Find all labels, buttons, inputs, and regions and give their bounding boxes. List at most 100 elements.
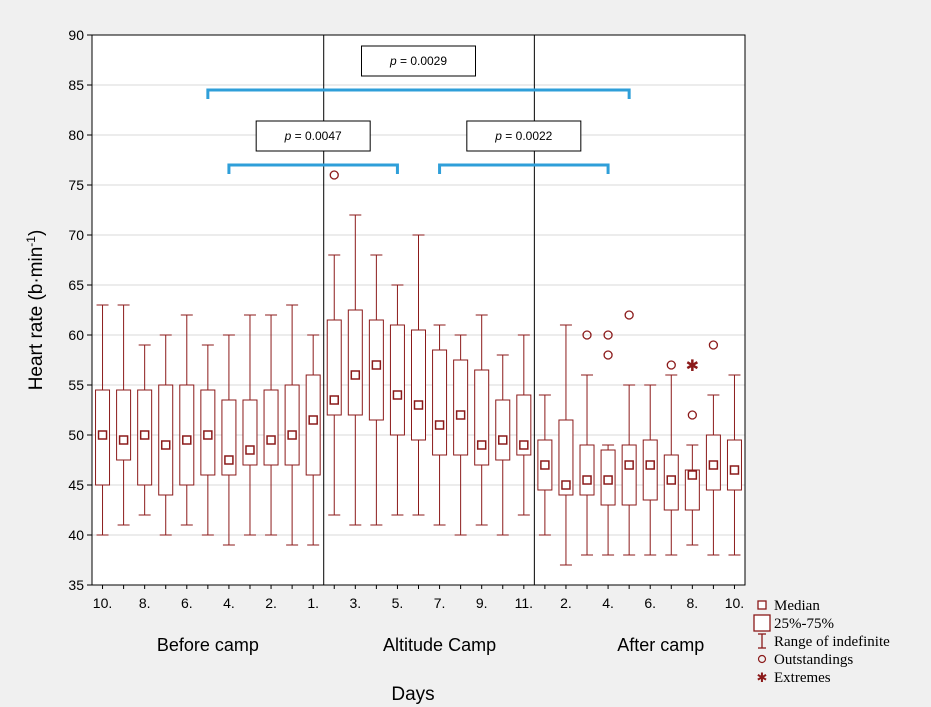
x-tick-label: 10. xyxy=(725,595,744,611)
legend-extreme-icon: ✱ xyxy=(757,671,768,686)
outlier-point xyxy=(666,360,676,370)
median-marker xyxy=(160,440,171,450)
box-23 xyxy=(558,324,574,566)
box-24 xyxy=(579,330,595,556)
iqr-box xyxy=(684,469,700,511)
box-31 xyxy=(726,374,742,556)
p-value-label: p = 0.0022 xyxy=(494,129,552,143)
median-marker xyxy=(645,460,655,470)
y-tick-label: 65 xyxy=(68,277,84,293)
iqr-box xyxy=(432,349,448,456)
x-tick-label: 3. xyxy=(349,595,361,611)
group-label: Before camp xyxy=(157,635,259,655)
box-29: ✱ xyxy=(684,356,700,546)
iqr-box xyxy=(642,439,658,501)
x-tick-label: 2. xyxy=(560,595,572,611)
median-marker xyxy=(729,465,740,475)
outlier-point xyxy=(603,330,613,340)
outlier-point xyxy=(624,310,634,320)
box-10 xyxy=(284,304,300,546)
legend-label: Extremes xyxy=(774,670,831,686)
box-11 xyxy=(305,334,321,546)
significance-brackets: p = 0.0029 p = 0.0047 p = 0.0022 xyxy=(206,45,631,174)
median-marker xyxy=(287,430,297,440)
x-tick-label: 11. xyxy=(515,595,533,611)
median-marker xyxy=(540,460,550,470)
median-marker xyxy=(476,440,487,450)
box-13 xyxy=(347,214,363,526)
y-tick-label: 55 xyxy=(68,377,84,393)
iqr-box xyxy=(242,399,258,466)
legend-item: ✱ Extremes xyxy=(757,670,831,686)
outlier-point xyxy=(603,350,613,360)
p-value-box xyxy=(361,45,476,77)
iqr-box xyxy=(558,419,574,496)
p-value-label: p = 0.0029 xyxy=(389,54,447,68)
iqr-box xyxy=(621,444,637,506)
box-6 xyxy=(200,344,216,536)
iqr-box xyxy=(516,394,532,456)
p-value-box xyxy=(255,120,371,152)
legend-item: 25%-75% xyxy=(753,614,834,632)
box-7 xyxy=(221,334,237,546)
y-tick-label: 85 xyxy=(68,77,84,93)
legend-median-icon xyxy=(757,600,767,610)
legend-outlier-icon xyxy=(757,654,767,664)
y-tick-label: 45 xyxy=(68,477,84,493)
box-30 xyxy=(705,340,721,556)
group-label: After camp xyxy=(617,635,704,655)
median-marker xyxy=(687,470,698,480)
box-27 xyxy=(642,384,658,556)
median-marker xyxy=(624,460,634,470)
iqr-box xyxy=(179,384,195,486)
median-marker xyxy=(182,435,192,445)
iqr-box xyxy=(284,384,300,466)
x-group-labels: Before camp Altitude Camp After camp xyxy=(157,635,704,655)
box-8 xyxy=(242,314,258,536)
median-marker xyxy=(139,430,150,440)
bracket-line xyxy=(206,88,631,99)
median-marker xyxy=(708,460,719,470)
median-marker xyxy=(350,370,361,380)
median-marker xyxy=(434,420,445,430)
median-marker xyxy=(413,400,424,410)
extreme-point: ✱ xyxy=(686,356,699,375)
median-marker xyxy=(371,360,382,370)
y-axis-title: Heart rate (b·min-1) xyxy=(24,230,47,391)
box-28 xyxy=(663,360,679,556)
x-tick-label: 8. xyxy=(686,595,698,611)
median-marker xyxy=(603,475,613,485)
y-tick-label: 75 xyxy=(68,177,84,193)
legend-item: Median xyxy=(757,598,820,614)
box-25 xyxy=(600,330,616,556)
iqr-box xyxy=(347,309,363,416)
significance-bracket: p = 0.0022 xyxy=(438,120,610,174)
iqr-box xyxy=(495,399,511,461)
group-label: Altitude Camp xyxy=(383,635,496,655)
iqr-box xyxy=(368,319,384,421)
box-21 xyxy=(516,334,532,516)
box-18 xyxy=(453,334,469,536)
box-1 xyxy=(95,304,111,536)
iqr-box xyxy=(453,359,469,456)
box-12 xyxy=(326,170,342,516)
outlier-point xyxy=(582,330,592,340)
box-19 xyxy=(474,314,490,526)
legend-label: Median xyxy=(774,598,820,614)
median-marker xyxy=(519,440,529,450)
x-axis-ticks: 10. 8. 6. 4. 2. 1. 3. 5. 7. 9. 11. 2. 4. 6. 8. 10. xyxy=(93,585,744,611)
p-value-label: p = 0.0047 xyxy=(284,129,342,143)
median-marker xyxy=(392,390,403,400)
x-tick-label: 5. xyxy=(392,595,404,611)
x-tick-label: 6. xyxy=(181,595,193,611)
y-tick-label: 60 xyxy=(68,327,84,343)
y-axis-ticks: 35 40 45 50 55 60 65 70 75 80 85 90 xyxy=(68,27,92,593)
outlier-point xyxy=(687,410,697,420)
box-26 xyxy=(621,310,637,556)
x-axis-title: Days xyxy=(391,684,434,705)
box-15 xyxy=(389,284,405,516)
iqr-box xyxy=(263,389,279,466)
iqr-box xyxy=(474,369,490,466)
legend-label: Range of indefinite xyxy=(774,634,890,650)
